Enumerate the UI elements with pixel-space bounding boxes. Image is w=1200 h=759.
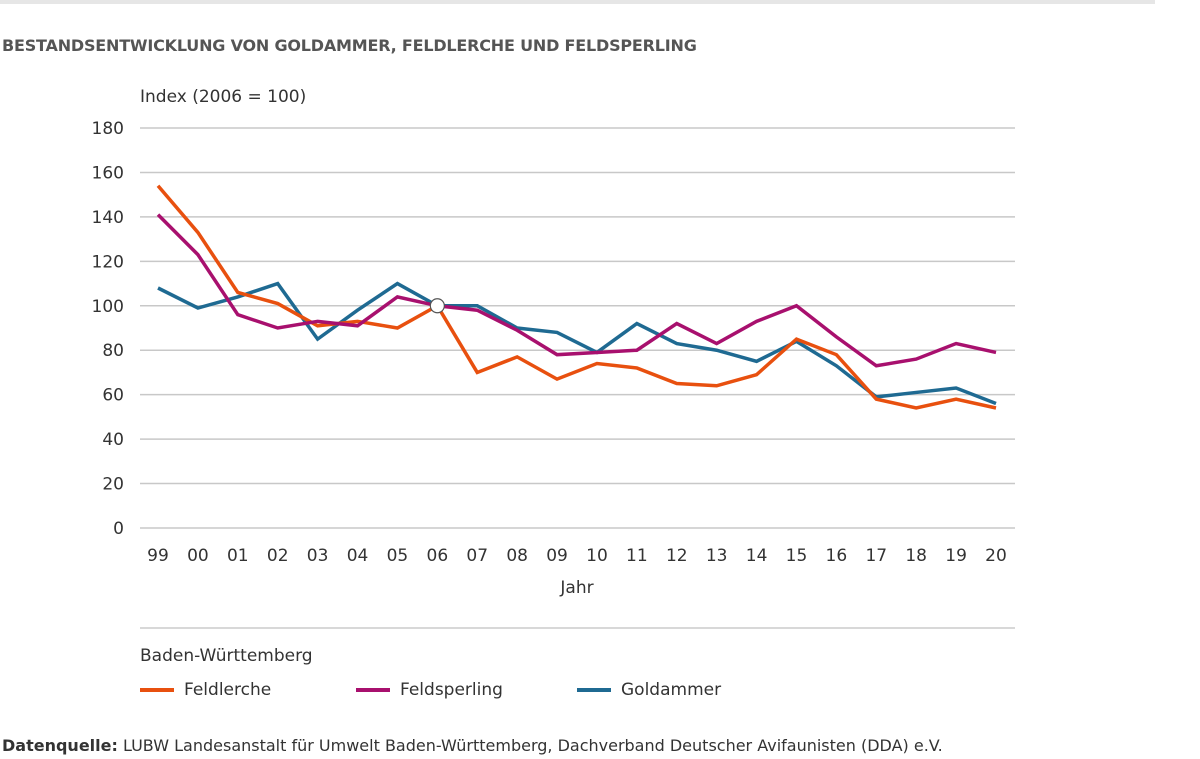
- legend-swatch: [356, 688, 390, 692]
- x-tick-label: 13: [706, 546, 728, 566]
- x-tick-label: 16: [826, 546, 848, 566]
- x-tick-label: 08: [506, 546, 528, 566]
- x-tick-label: 09: [546, 546, 568, 566]
- series-line-feldlerche: [156, 184, 997, 410]
- x-tick-label: 19: [945, 546, 967, 566]
- x-tick-label: 02: [267, 546, 289, 566]
- legend-item-goldammer: Goldammer: [577, 680, 721, 700]
- y-tick-label: 160: [92, 163, 124, 183]
- legend-region: Baden-Württemberg: [140, 646, 313, 666]
- legend-label: Feldsperling: [400, 680, 503, 700]
- legend-item-feldsperling: Feldsperling: [356, 680, 503, 700]
- source-text: LUBW Landesanstalt für Umwelt Baden-Würt…: [117, 736, 943, 755]
- reference-point-marker: [429, 298, 445, 314]
- chart-title: BESTANDSENTWICKLUNG VON GOLDAMMER, FELDL…: [2, 36, 697, 55]
- x-tick-label: 05: [387, 546, 409, 566]
- y-tick-label: 80: [102, 341, 124, 361]
- x-tick-label: 17: [865, 546, 887, 566]
- legend-item-feldlerche: Feldlerche: [140, 680, 271, 700]
- x-tick-label: 99: [147, 546, 169, 566]
- source-label: Datenquelle:: [2, 736, 118, 755]
- x-tick-label: 12: [666, 546, 688, 566]
- top-bar: [0, 0, 1155, 4]
- y-tick-label: 120: [92, 252, 124, 272]
- legend-label: Goldammer: [621, 680, 722, 700]
- x-tick-label: 06: [427, 546, 449, 566]
- x-tick-label: 07: [466, 546, 488, 566]
- series-line-feldsperling: [156, 213, 997, 368]
- x-tick-label: 15: [786, 546, 808, 566]
- x-axis-label: Jahr: [559, 578, 593, 598]
- y-tick-label: 0: [113, 519, 124, 539]
- y-tick-label: 100: [92, 297, 124, 317]
- x-tick-label: 01: [227, 546, 249, 566]
- legend-swatch: [140, 688, 174, 692]
- x-tick-label: 10: [586, 546, 608, 566]
- y-tick-label: 20: [102, 475, 124, 495]
- x-tick-label: 14: [746, 546, 768, 566]
- y-axis-label: Index (2006 = 100): [140, 87, 306, 107]
- series-line-goldammer: [157, 281, 997, 406]
- legend-label: Feldlerche: [184, 680, 272, 700]
- x-tick-label: 03: [307, 546, 329, 566]
- y-tick-label: 60: [102, 386, 124, 406]
- data-source: Datenquelle: LUBW Landesanstalt für Umwe…: [2, 736, 943, 755]
- y-tick-label: 140: [92, 208, 124, 228]
- x-tick-label: 00: [187, 546, 209, 566]
- x-tick-label: 11: [626, 546, 648, 566]
- x-tick-label: 20: [985, 546, 1007, 566]
- y-tick-label: 40: [102, 430, 124, 450]
- y-tick-label: 180: [92, 119, 124, 139]
- x-tick-label: 04: [347, 546, 369, 566]
- legend-swatch: [577, 688, 611, 692]
- x-tick-label: 18: [905, 546, 927, 566]
